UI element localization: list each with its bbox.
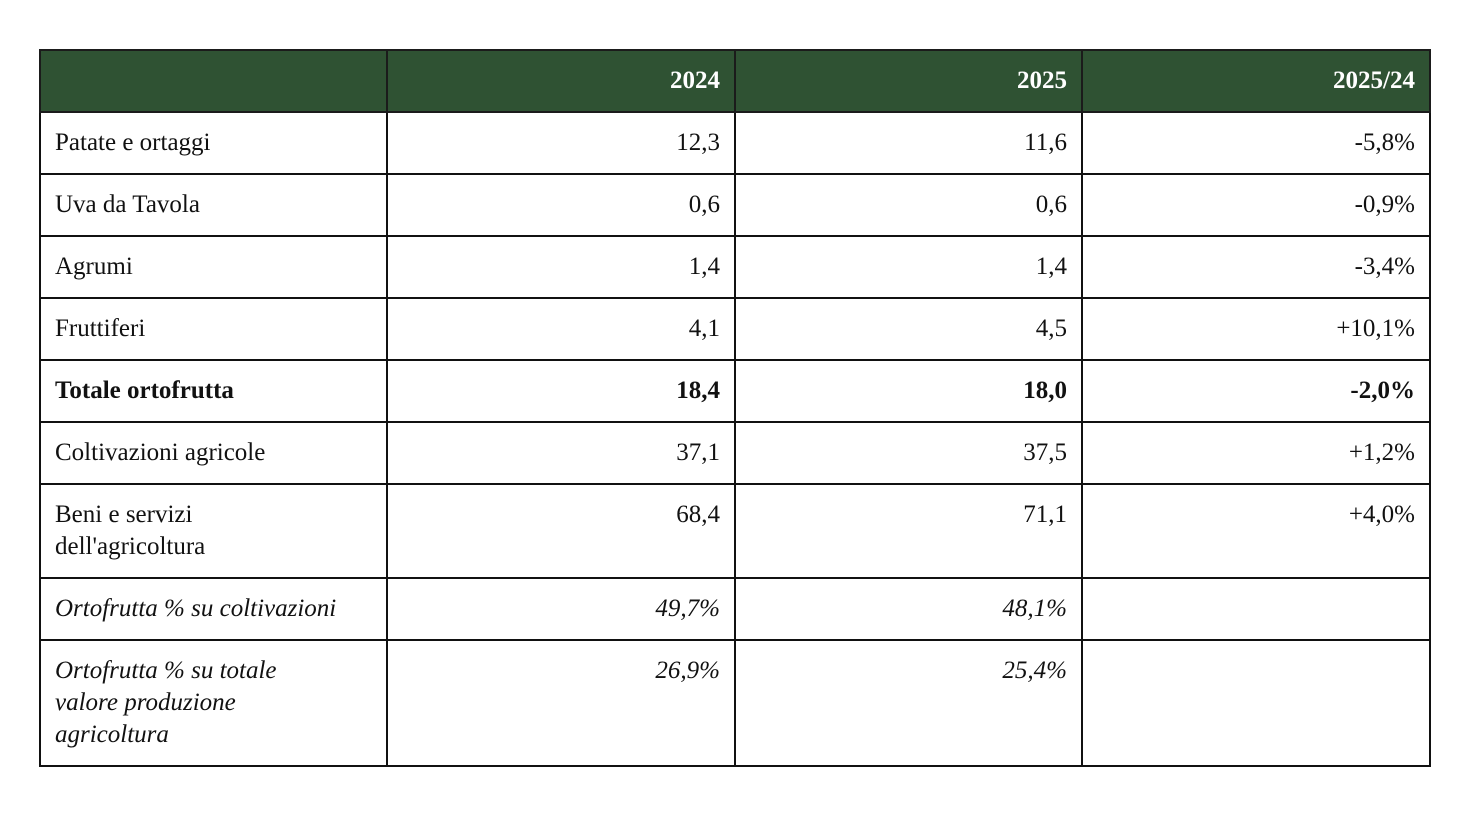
value-2024: 12,3 [386,111,736,175]
variation [1081,577,1431,641]
variation: +1,2% [1081,421,1431,485]
table-row: Agrumi 1,4 1,4 -3,4% [39,235,1431,299]
row-label: Uva da Tavola [39,173,388,237]
header-cell-variation: 2025/24 [1081,49,1431,113]
table-row: Patate e ortaggi 12,3 11,6 -5,8% [39,111,1431,175]
value-2025: 4,5 [734,297,1083,361]
variation: -5,8% [1081,111,1431,175]
value-2024: 37,1 [386,421,736,485]
variation: -3,4% [1081,235,1431,299]
variation: +4,0% [1081,483,1431,579]
value-2025: 1,4 [734,235,1083,299]
header-cell-2025: 2025 [734,49,1083,113]
row-label: Ortofrutta % su coltivazioni [39,577,388,641]
table-row: Coltivazioni agricole 37,1 37,5 +1,2% [39,421,1431,485]
value-2025: 11,6 [734,111,1083,175]
value-2024: 4,1 [386,297,736,361]
row-label: Patate e ortaggi [39,111,388,175]
variation [1081,639,1431,767]
value-2025: 18,0 [734,359,1083,423]
row-label: Fruttiferi [39,297,388,361]
header-row: 2024 2025 2025/24 [39,49,1431,113]
value-2025: 48,1% [734,577,1083,641]
value-2024: 49,7% [386,577,736,641]
variation: -0,9% [1081,173,1431,237]
table-row: Fruttiferi 4,1 4,5 +10,1% [39,297,1431,361]
value-2025: 37,5 [734,421,1083,485]
table-row-share: Ortofrutta % su totale valore produzione… [39,639,1431,767]
row-label: Coltivazioni agricole [39,421,388,485]
table-row: Uva da Tavola 0,6 0,6 -0,9% [39,173,1431,237]
variation: -2,0% [1081,359,1431,423]
row-label: Ortofrutta % su totale valore produzione… [39,639,388,767]
value-2025: 25,4% [734,639,1083,767]
value-2024: 18,4 [386,359,736,423]
table-row-share: Ortofrutta % su coltivazioni 49,7% 48,1% [39,577,1431,641]
production-table: 2024 2025 2025/24 Patate e ortaggi 12,3 … [39,49,1431,767]
row-label: Totale ortofrutta [39,359,388,423]
value-2024: 1,4 [386,235,736,299]
table-row-total: Totale ortofrutta 18,4 18,0 -2,0% [39,359,1431,423]
data-table-container: 2024 2025 2025/24 Patate e ortaggi 12,3 … [39,49,1431,767]
value-2025: 0,6 [734,173,1083,237]
value-2025: 71,1 [734,483,1083,579]
value-2024: 68,4 [386,483,736,579]
value-2024: 0,6 [386,173,736,237]
row-label: Beni e servizi dell'agricoltura [39,483,388,579]
header-cell-2024: 2024 [386,49,736,113]
header-cell-label [39,49,388,113]
table-row: Beni e servizi dell'agricoltura 68,4 71,… [39,483,1431,579]
row-label: Agrumi [39,235,388,299]
variation: +10,1% [1081,297,1431,361]
value-2024: 26,9% [386,639,736,767]
